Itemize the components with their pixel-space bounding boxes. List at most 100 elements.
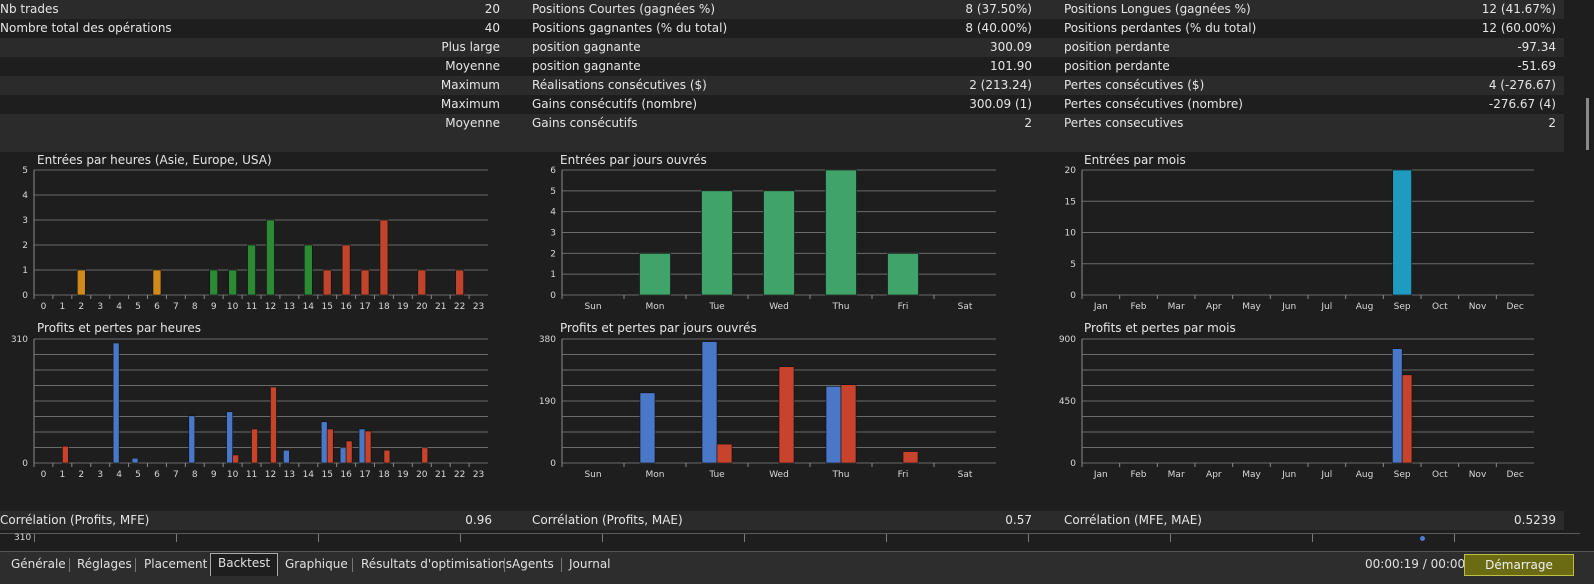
tab-placement[interactable]: Placement [144,557,208,571]
x-tick-label: 21 [435,302,446,312]
bar [326,428,334,464]
y-tick-label: 0 [550,459,556,469]
bar [76,269,86,296]
mini-chart-axis-label: 310 [14,533,32,543]
x-tick-label: 23 [473,470,484,480]
long-label: position perdante [1064,59,1170,73]
x-tick-label: Tue [708,302,725,312]
mini-tick [744,534,745,542]
long-label: position perdante [1064,40,1170,54]
bar [152,269,162,296]
x-tick-label: Sun [584,302,601,312]
tab-backtest[interactable]: Backtest [210,553,279,576]
x-tick-label: Nov [1469,302,1487,312]
x-tick-label: Wed [769,470,789,480]
stat-value: 20 [484,2,500,16]
bar [232,454,239,464]
bar [209,269,219,296]
stat-value: Plus large [441,40,500,54]
stat-value: Maximum [440,78,500,92]
short-label: Gains consécutifs (nombre) [532,97,698,111]
bar [303,244,313,296]
bar [251,428,258,464]
stats-table: Nb trades 20 Positions Courtes (gagnées %)… [0,0,1564,133]
x-tick-label: 14 [303,302,315,312]
x-tick-label: Mon [646,470,665,480]
x-tick-label: Wed [769,302,789,312]
stat-label: Nb trades [0,2,59,16]
bar [358,428,366,464]
tab-graphique[interactable]: Graphique [285,557,348,571]
x-tick-label: 20 [416,470,428,480]
bar [320,421,328,464]
x-tick-label: 6 [154,302,160,312]
y-tick-label: 3 [22,216,28,226]
x-tick-label: 16 [340,470,352,480]
correlation-row: Corrélation (Profits, MFE) 0.96 Corrélat… [0,511,1564,530]
vertical-scrollbar[interactable] [1580,0,1594,550]
y-tick-label: 4 [550,208,556,218]
mini-tick [1312,534,1313,542]
x-tick-label: Feb [1131,470,1147,480]
tab-reglages[interactable]: Réglages [77,557,132,571]
bar [716,443,733,464]
x-tick-label: May [1242,302,1261,312]
bar [1401,374,1413,464]
x-tick-label: 17 [359,470,370,480]
y-tick-label: 0 [550,291,556,301]
y-tick-label: 380 [539,335,556,345]
y-tick-label: 900 [1059,335,1076,345]
x-tick-label: 18 [378,302,390,312]
y-tick-label: 20 [1065,166,1077,176]
bar [902,451,919,464]
short-label: Réalisations consécutives ($) [532,78,707,92]
short-value: 300.09 (1) [969,97,1032,111]
bar [131,457,139,464]
stat-value: 40 [484,21,500,35]
stats-row: Moyenne position gagnante 101.90 position p… [0,57,1564,76]
scrollbar-thumb[interactable] [1586,98,1589,150]
short-label: position gagnante [532,40,641,54]
x-tick-label: 22 [454,302,465,312]
y-tick-label: 450 [1059,397,1076,407]
stats-separator [0,133,1564,152]
x-tick-label: 4 [116,470,122,480]
short-label: Positions gagnantes (% du total) [532,21,728,35]
x-tick-label: Dec [1506,302,1523,312]
long-value: 2 [1548,116,1556,130]
chart-title-pl-weekdays: Profits et pertes par jours ouvrés [560,321,757,335]
x-tick-label: 5 [135,302,141,312]
x-tick-label: Oct [1432,470,1448,480]
tab-journal[interactable]: Journal [569,557,611,571]
tab-generale[interactable]: Générale [11,557,66,571]
x-tick-label: Jun [1281,470,1296,480]
mini-tick [1454,534,1455,542]
bottom-tab-bar: Générale Réglages Placement Backtest Gra… [0,551,1594,584]
long-value: 12 (41.67%) [1481,2,1556,16]
x-tick-label: 20 [416,302,428,312]
start-button[interactable]: Démarrage [1464,554,1574,576]
x-tick-label: 14 [303,470,315,480]
x-tick-label: Apr [1206,302,1222,312]
corr-label-profits-mae: Corrélation (Profits, MAE) [532,513,683,527]
stats-row: Moyenne Gains consécutifs 2 Pertes consecut… [0,114,1564,133]
bar [345,440,353,464]
x-tick-label: 15 [321,470,332,480]
x-tick-label: 17 [359,302,370,312]
y-tick-label: 4 [22,191,28,201]
mini-tick [460,534,461,542]
short-value: 8 (37.50%) [965,2,1032,16]
chart-title-entries-months: Entrées par mois [1084,153,1186,167]
tab-resultats-optimisations[interactable]: Résultats d'optimisations [361,557,512,571]
entries-by-weekday-chart: 0 1 2 3 4 5 6 Sun Mon Tue Wed Thu Fri Sat [550,166,996,312]
short-value: 8 (40.00%) [965,21,1032,35]
x-tick-label: 4 [116,302,122,312]
tab-agents[interactable]: Agents [512,557,554,571]
y-tick-label: 2 [22,241,28,251]
x-tick-label: Mar [1168,470,1185,480]
long-label: Pertes consecutives [1064,116,1184,130]
x-tick-label: Jan [1093,470,1108,480]
bar [339,447,347,464]
